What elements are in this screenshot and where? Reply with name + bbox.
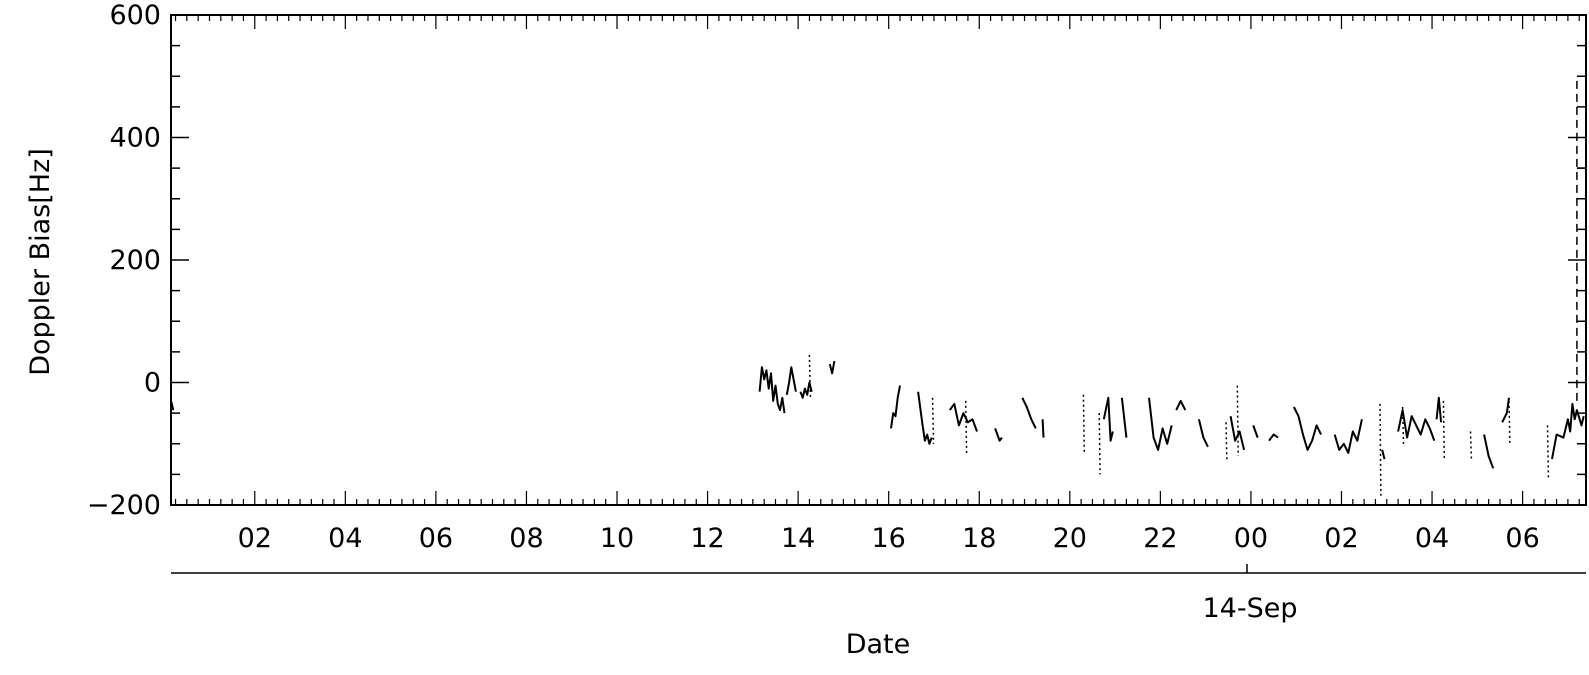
series-segment (1225, 422, 1228, 463)
series-segment (1120, 397, 1128, 438)
x-tick-label: 12 (690, 523, 724, 554)
series-segment (1576, 75, 1586, 401)
series-segment (1148, 397, 1173, 451)
series-segment (1333, 419, 1363, 454)
series-segment (170, 400, 175, 411)
x-tick-label: 06 (419, 523, 453, 554)
series-segment (1551, 402, 1585, 460)
series-segment (1252, 425, 1259, 438)
series-segment (1401, 406, 1405, 444)
y-axis-ticks: 600 400 200 0 −200 (87, 0, 1586, 521)
series-segment (828, 360, 836, 375)
x-tick-label: 00 (1234, 523, 1268, 554)
series-segment (785, 366, 797, 395)
x-tick-label: 22 (1143, 523, 1177, 554)
x-tick-label: 06 (1505, 523, 1539, 554)
series-segment (1435, 396, 1443, 423)
series-segment (808, 354, 812, 398)
date-label: 14-Sep (1203, 593, 1298, 624)
x-tick-label: 04 (328, 523, 362, 554)
x-tick-label: 20 (1053, 523, 1087, 554)
plot-area (170, 14, 1587, 506)
series-segment (964, 400, 968, 453)
series-doppler-bias (170, 75, 1586, 496)
series-segment (1021, 397, 1037, 429)
series-segment (1268, 433, 1279, 442)
series-segment (1102, 396, 1114, 442)
series-segment (1236, 385, 1239, 457)
series-segment (799, 381, 813, 399)
series-segment (1483, 434, 1495, 469)
series-segment (1293, 406, 1322, 451)
x-axis-ticks: 02 04 06 08 10 12 14 16 18 20 22 00 02 04 06 (174, 15, 1580, 554)
series-segment (1508, 400, 1511, 444)
x-tick-label: 16 (872, 523, 906, 554)
x-tick-label: 02 (238, 523, 272, 554)
series-segment (1041, 419, 1045, 438)
series-segment (1379, 403, 1382, 496)
series-segment (1175, 399, 1187, 411)
series-segment (758, 366, 786, 414)
x-tick-label: 04 (1415, 523, 1449, 554)
y-axis-label: Doppler Bias[Hz] (25, 148, 56, 376)
y-tick-label: 0 (144, 368, 161, 399)
x-tick-label: 14 (781, 523, 815, 554)
series-segment (1397, 409, 1436, 442)
x-tick-label: 18 (962, 523, 996, 554)
x-tick-label: 08 (509, 523, 543, 554)
series-segment (1546, 425, 1550, 478)
series-segment (917, 391, 933, 445)
series-segment (890, 385, 901, 429)
series-segment (1098, 413, 1101, 475)
series-segment (1501, 397, 1510, 423)
series-segment (1381, 449, 1386, 460)
series-segment (948, 402, 978, 432)
y-tick-label: 600 (109, 0, 161, 31)
y-tick-label: 200 (109, 245, 161, 276)
x-axis-label: Date (846, 629, 911, 660)
series-segment (994, 428, 1003, 442)
series-segment (1197, 419, 1209, 448)
x-tick-label: 10 (600, 523, 634, 554)
y-tick-label: −200 (87, 490, 161, 521)
x-tick-label: 02 (1324, 523, 1358, 554)
y-tick-label: 400 (109, 123, 161, 154)
